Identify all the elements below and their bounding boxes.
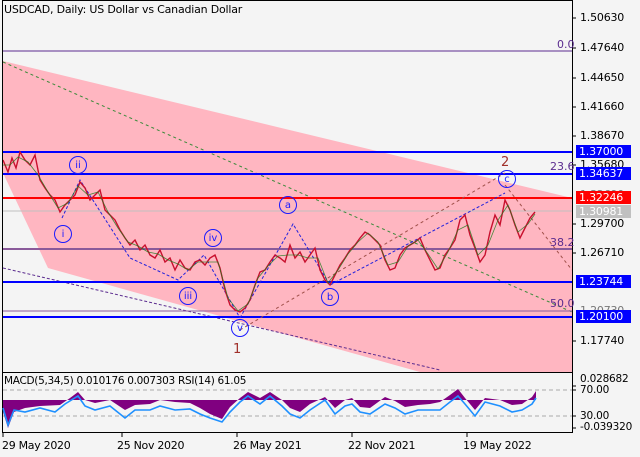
- price-tick: 1.26710: [580, 246, 625, 259]
- chart-title: USDCAD, Daily: US Dollar vs Canadian Dol…: [4, 3, 243, 16]
- wave-label-a: a: [279, 196, 297, 214]
- current-price-badge: 1.30981: [576, 205, 631, 218]
- price-tick: 1.41660: [580, 100, 625, 113]
- indicator-axis-70: 70.00: [580, 384, 610, 396]
- brown-trend-2: [504, 184, 573, 271]
- wave-label-1: 1: [233, 342, 242, 357]
- wave-label-v: v: [231, 319, 249, 337]
- green-trendline: [2, 61, 573, 313]
- level-badge-134637: 1.34637: [576, 167, 631, 180]
- wave-label-i: i: [54, 225, 72, 243]
- wave-label-iii: iii: [179, 287, 197, 305]
- wave-label-c: c: [498, 170, 516, 188]
- time-tick: 22 Nov 2021: [348, 439, 416, 452]
- price-tick: 1.38670: [580, 129, 625, 142]
- time-tick: 29 May 2020: [2, 439, 71, 452]
- level-badge-137000: 1.37000: [576, 145, 631, 158]
- fib-label-382: 38.2: [550, 236, 575, 249]
- wave-label-ii: ii: [69, 156, 87, 174]
- price-tick: 1.47640: [580, 41, 625, 54]
- wave-label-iv: iv: [204, 229, 222, 247]
- indicator-title: MACD(5,34,5) 0.010176 0.007303 RSI(14) 6…: [4, 375, 247, 387]
- price-tick: 1.29700: [580, 217, 625, 230]
- fib-label-50: 50.0: [550, 297, 575, 310]
- fib-label-236: 23.6: [550, 160, 575, 173]
- rsi-line: [2, 394, 537, 428]
- price-tick: 1.17740: [580, 334, 625, 347]
- level-badge-123744: 1.23744: [576, 275, 631, 288]
- wave-label-b: b: [321, 288, 339, 306]
- pink-channel: [3, 61, 572, 372]
- level-badge-120100: 1.20100: [576, 310, 631, 323]
- indicator-axis-max: 0.028682: [580, 373, 629, 385]
- price-tick: 1.44650: [580, 71, 625, 84]
- wave-path-impulse: [61, 178, 241, 319]
- time-tick: 19 May 2022: [463, 439, 532, 452]
- level-badge-132246: 1.32246: [576, 191, 631, 204]
- indicator-axis-30: 30.00: [580, 410, 610, 422]
- fib-label-0: 0.0: [557, 38, 575, 51]
- wave-label-2: 2: [501, 155, 510, 170]
- time-tick: 25 Nov 2020: [117, 439, 185, 452]
- indicator-axis-min: -0.039320: [580, 421, 633, 433]
- price-tick: 1.50630: [580, 11, 625, 24]
- price-line-green: [3, 156, 536, 312]
- time-tick: 26 May 2021: [233, 439, 302, 452]
